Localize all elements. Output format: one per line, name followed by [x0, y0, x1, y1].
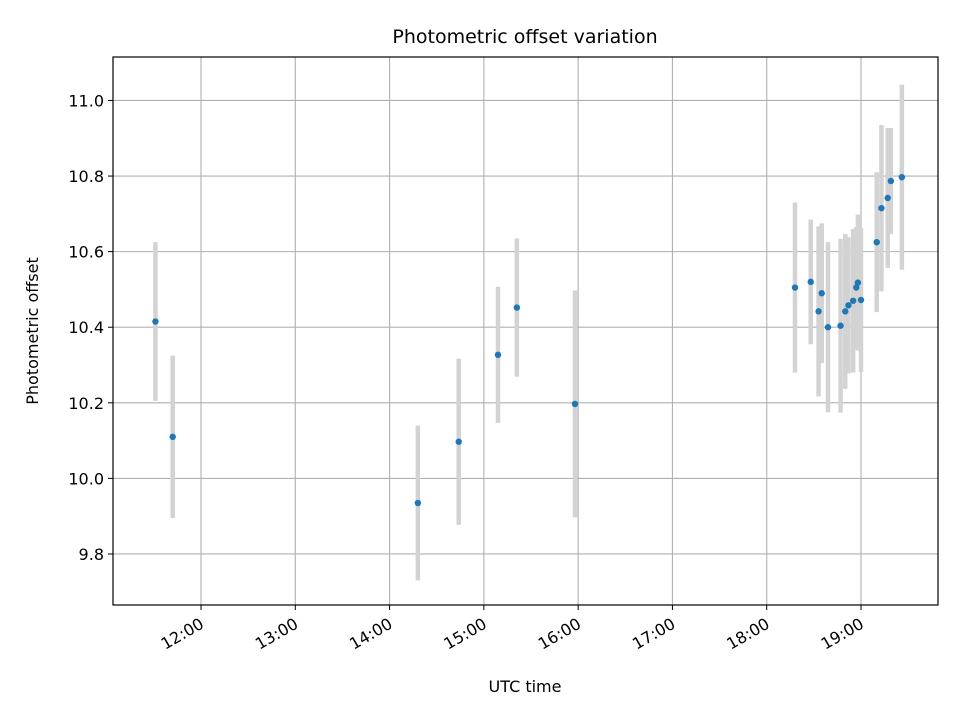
- data-point: [898, 173, 906, 181]
- data-point: [807, 278, 814, 286]
- y-tick-label: 10.4: [68, 318, 104, 337]
- data-point: [571, 400, 579, 408]
- data-point: [815, 308, 822, 315]
- data-point: [842, 308, 849, 315]
- data-point: [845, 302, 852, 309]
- data-point: [884, 194, 891, 202]
- y-axis: 9.8 10.0 10.2 10.4 10.6 10.8 11.0: [68, 91, 113, 564]
- data-point: [857, 296, 865, 304]
- data-point: [513, 304, 521, 311]
- data-point: [887, 177, 895, 185]
- data-point: [169, 433, 176, 441]
- y-tick-label: 10.8: [68, 167, 104, 186]
- data-point: [791, 284, 799, 291]
- data-point: [854, 279, 862, 286]
- data-point: [849, 297, 857, 304]
- x-axis-label: UTC time: [489, 677, 562, 696]
- y-tick-label: 9.8: [79, 545, 104, 564]
- data-point: [818, 290, 825, 297]
- data-point: [414, 499, 422, 507]
- y-tick-label: 10.2: [68, 394, 104, 413]
- data-point: [494, 351, 502, 359]
- chart-title: Photometric offset variation: [392, 26, 657, 48]
- data-point: [824, 324, 832, 331]
- data-point: [455, 438, 462, 445]
- y-tick-label: 10.6: [68, 243, 104, 262]
- grid-lines: [113, 57, 938, 605]
- data-points: [152, 173, 906, 507]
- data-point: [152, 318, 159, 325]
- y-tick-label: 11.0: [68, 91, 104, 110]
- data-point: [837, 322, 844, 329]
- y-axis-label: Photometric offset: [23, 257, 42, 405]
- data-point: [873, 238, 880, 246]
- y-tick-label: 10.0: [68, 469, 104, 488]
- data-point: [878, 204, 885, 212]
- data-point: [853, 284, 860, 291]
- plot-area-frame: [112, 56, 939, 606]
